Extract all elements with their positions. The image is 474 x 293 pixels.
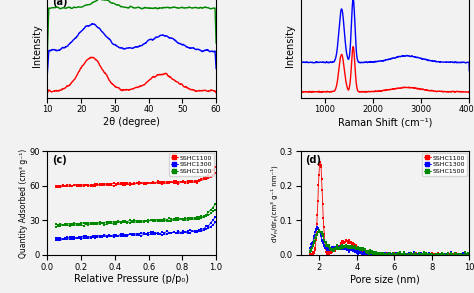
- Y-axis label: Intensity: Intensity: [285, 25, 295, 67]
- Legend: SSHC1100, SSHC1300, SSHC1500: SSHC1100, SSHC1300, SSHC1500: [422, 153, 467, 176]
- Y-axis label: Intensity: Intensity: [32, 25, 42, 67]
- Text: (c): (c): [53, 154, 67, 165]
- X-axis label: 2θ (degree): 2θ (degree): [103, 117, 160, 127]
- X-axis label: Pore size (nm): Pore size (nm): [350, 274, 420, 284]
- Text: (a): (a): [53, 0, 68, 7]
- X-axis label: Relative Pressure (p/p₀): Relative Pressure (p/p₀): [74, 274, 189, 284]
- Y-axis label: dVₚ/drₚ(cm³ g⁻¹ nm⁻¹): dVₚ/drₚ(cm³ g⁻¹ nm⁻¹): [271, 165, 278, 241]
- Text: (d): (d): [306, 154, 321, 165]
- X-axis label: Raman Shift (cm⁻¹): Raman Shift (cm⁻¹): [337, 117, 432, 127]
- Legend: SSHC1100, SSHC1300, SSHC1500: SSHC1100, SSHC1300, SSHC1500: [169, 153, 214, 176]
- Y-axis label: Quantity Adsorbed (cm³ g⁻¹): Quantity Adsorbed (cm³ g⁻¹): [19, 149, 28, 258]
